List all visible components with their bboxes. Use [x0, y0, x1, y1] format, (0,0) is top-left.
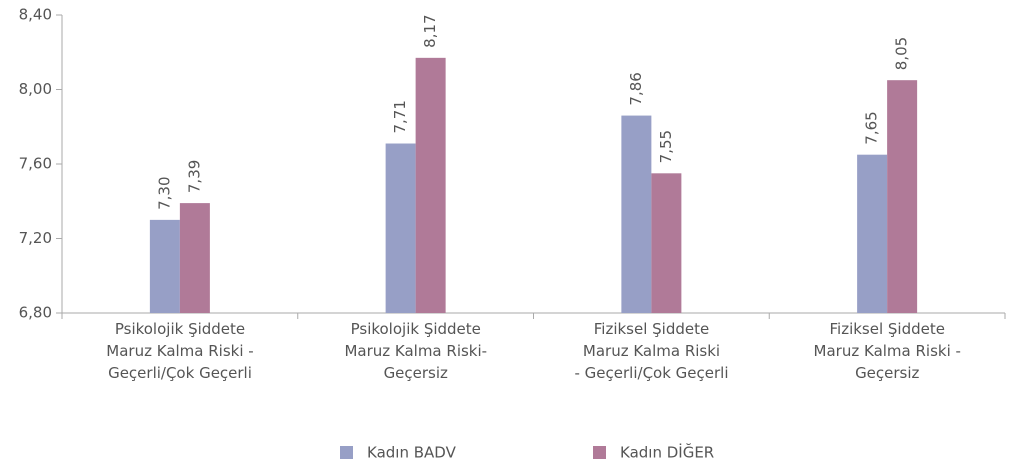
- bar: [149, 219, 180, 313]
- y-tick-label: 6,80: [19, 304, 52, 322]
- legend-label: Kadın BADV: [367, 444, 457, 462]
- data-label: 8,05: [893, 37, 911, 70]
- data-label: 8,17: [421, 14, 439, 47]
- bar: [415, 57, 446, 314]
- x-tick-label: Psikolojik Şiddete Maruz Kalma Riski- Ge…: [344, 320, 488, 382]
- bar: [385, 143, 416, 313]
- data-label: 7,39: [185, 160, 203, 193]
- bar: [179, 203, 210, 313]
- legend-swatch: [593, 446, 606, 459]
- legend-label: Kadın DİĞER: [620, 443, 714, 462]
- bar: [651, 173, 682, 313]
- bar: [887, 80, 918, 313]
- y-tick-label: 8,00: [19, 80, 52, 98]
- x-tick-label: Psikolojik Şiddete Maruz Kalma Riski - G…: [106, 320, 254, 382]
- x-tick-label: Fiziksel Şiddete Maruz Kalma Riski - Geç…: [574, 320, 729, 382]
- data-label: 7,65: [863, 111, 881, 144]
- y-tick-label: 7,60: [19, 155, 52, 173]
- legend-swatch: [340, 446, 353, 459]
- data-label: 7,71: [391, 100, 409, 133]
- data-label: 7,55: [657, 130, 675, 163]
- y-tick-label: 7,20: [19, 229, 52, 247]
- bar: [857, 154, 888, 313]
- data-label: 7,30: [155, 176, 173, 209]
- x-tick-label: Fiziksel Şiddete Maruz Kalma Riski - Geç…: [813, 320, 961, 382]
- bar: [621, 115, 652, 313]
- data-label: 7,86: [627, 72, 645, 105]
- y-tick-label: 8,40: [19, 6, 52, 24]
